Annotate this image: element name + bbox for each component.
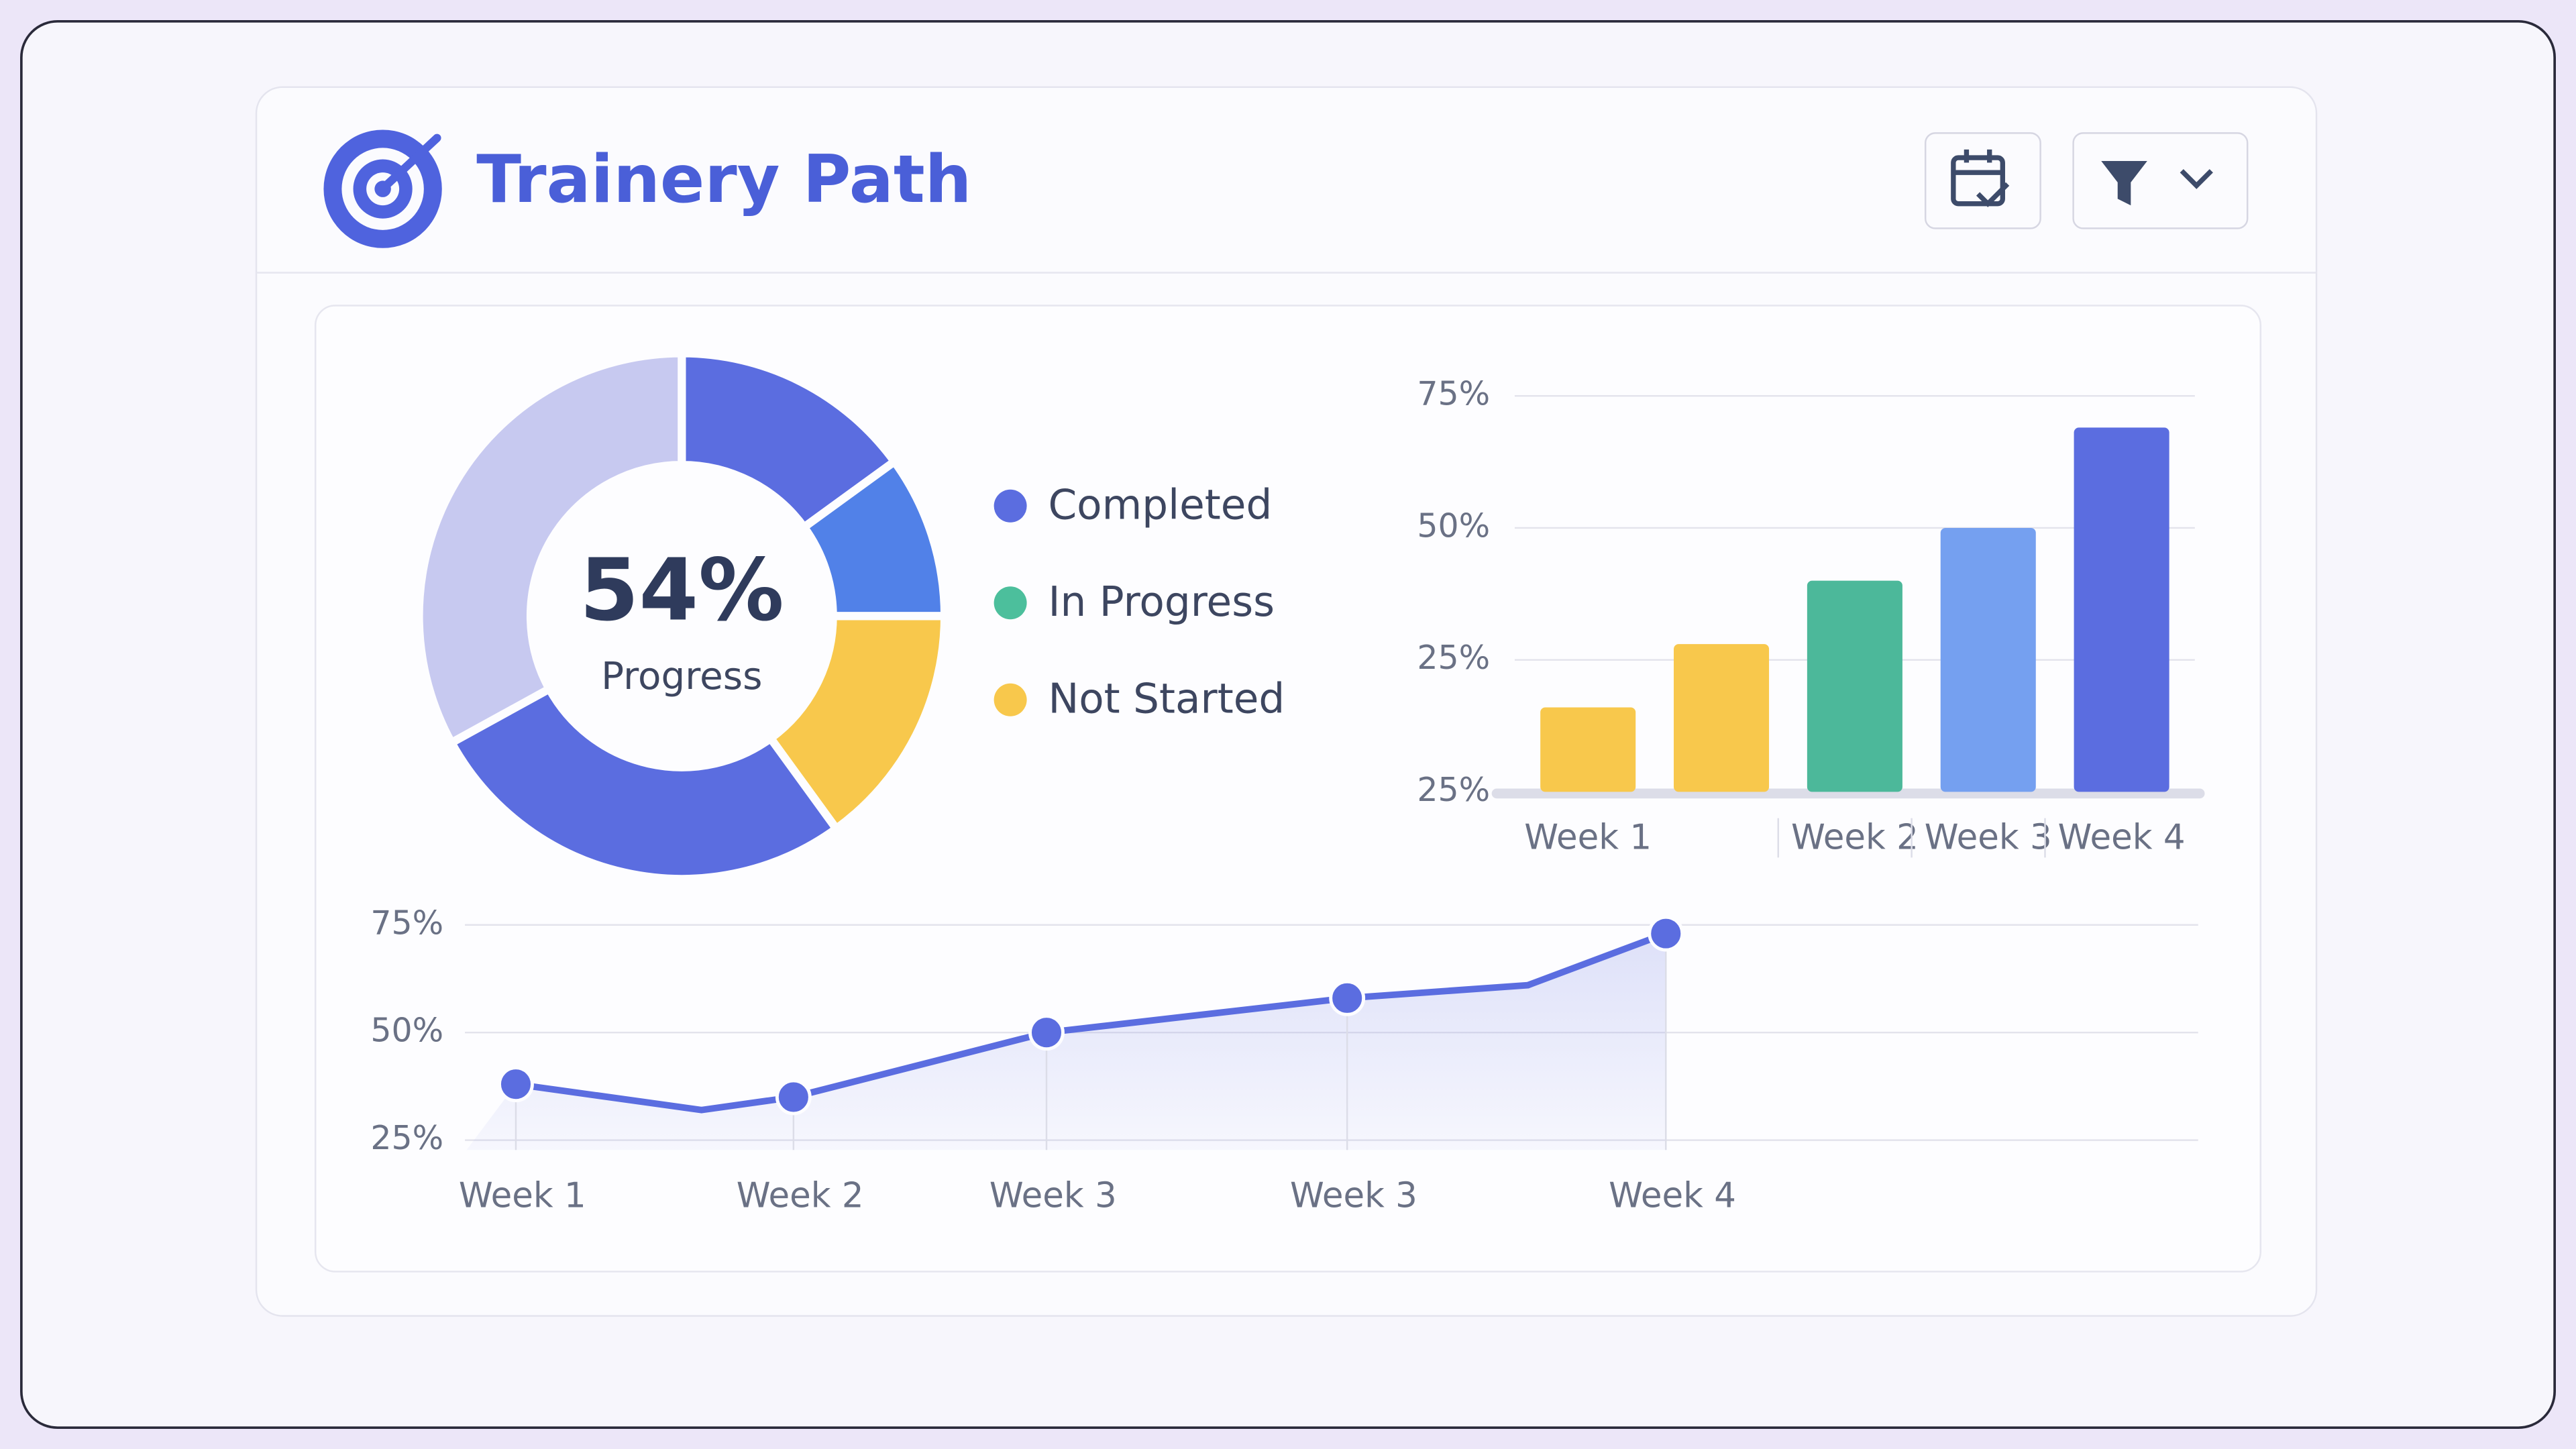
- data-point: [1028, 1014, 1065, 1051]
- legend-label: In Progress: [1048, 578, 1275, 626]
- bar: [1940, 527, 2036, 792]
- x-tick-label: Week 3: [989, 1175, 1117, 1216]
- dashboard-panel: [314, 305, 2262, 1273]
- legend-dot: [994, 683, 1027, 716]
- bar: [1540, 707, 1636, 792]
- center-caption: Progress: [601, 655, 762, 698]
- legend-dot: [994, 586, 1027, 620]
- x-tick-label: Week 1: [459, 1175, 586, 1216]
- donut-segment: [445, 683, 843, 883]
- data-point: [775, 1079, 812, 1116]
- filter-button[interactable]: [2072, 132, 2249, 229]
- bar: [2074, 427, 2169, 792]
- x-tick-label: Week 2: [1791, 817, 1919, 857]
- y-tick-label: 25%: [1417, 771, 1490, 809]
- x-tick-label: Week 2: [737, 1175, 864, 1216]
- donut-segment: [678, 349, 900, 533]
- data-point: [498, 1066, 534, 1103]
- calendar-button[interactable]: [1924, 132, 2041, 229]
- x-tick-label: Week 3: [1290, 1175, 1417, 1216]
- x-tick-label: Week 4: [2058, 817, 2186, 857]
- y-tick-label: 75%: [370, 904, 443, 942]
- app-title: Trainery Path: [476, 142, 971, 218]
- y-tick-label: 25%: [370, 1119, 443, 1157]
- data-point: [1329, 979, 1366, 1016]
- y-tick-label: 50%: [370, 1012, 443, 1050]
- y-tick-label: 25%: [1417, 639, 1490, 677]
- donut-segment: [765, 612, 949, 835]
- data-point: [1648, 915, 1684, 952]
- bar: [1674, 644, 1770, 792]
- legend-label: Completed: [1048, 481, 1272, 529]
- y-tick-label: 50%: [1417, 506, 1490, 545]
- x-tick-label: Week 4: [1609, 1175, 1736, 1216]
- legend-dot: [994, 489, 1027, 523]
- y-tick-label: 75%: [1417, 375, 1490, 413]
- legend-label: Not Started: [1048, 675, 1285, 722]
- x-tick-label: Week 3: [1925, 817, 2052, 857]
- center-value: 54%: [580, 541, 784, 641]
- logo: [323, 129, 442, 248]
- line-area: [466, 933, 1666, 1150]
- donut-segment: [415, 349, 686, 749]
- x-tick-label: Week 1: [1524, 817, 1652, 857]
- bar: [1807, 580, 1902, 792]
